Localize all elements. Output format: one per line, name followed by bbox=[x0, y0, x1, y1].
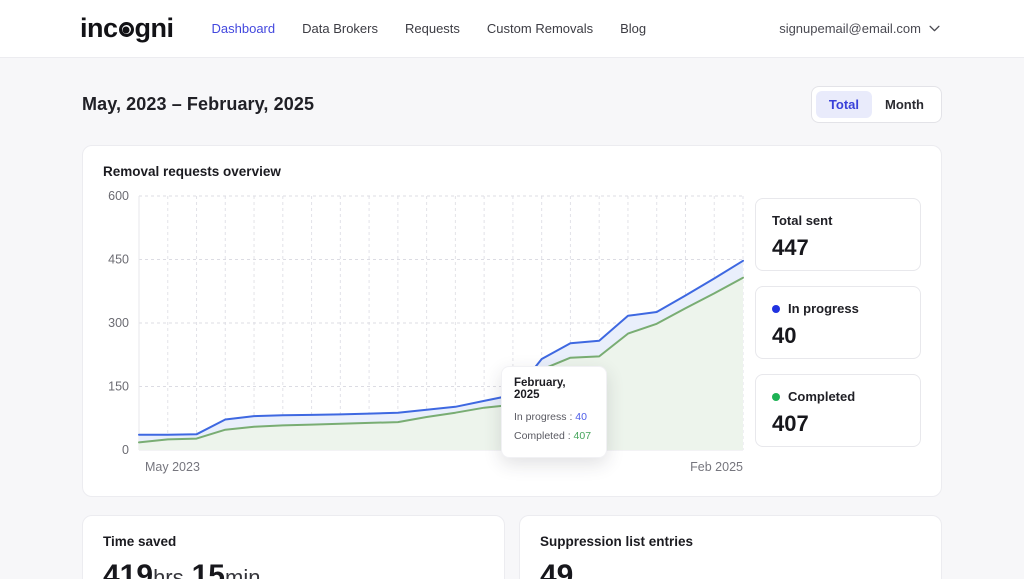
account-email: signupemail@email.com bbox=[779, 21, 921, 36]
svg-text:600: 600 bbox=[108, 190, 129, 203]
tooltip-completed-value: 407 bbox=[574, 430, 592, 442]
stat-card-completed: Completed 407 bbox=[755, 374, 921, 447]
logo-eye-icon bbox=[119, 22, 134, 37]
in-progress-value: 40 bbox=[772, 323, 904, 349]
chart-title: Removal requests overview bbox=[103, 164, 921, 179]
nav-item-dashboard[interactable]: Dashboard bbox=[212, 21, 276, 36]
svg-text:150: 150 bbox=[108, 380, 129, 394]
account-menu[interactable]: signupemail@email.com bbox=[779, 21, 940, 36]
toggle-total-button[interactable]: Total bbox=[816, 91, 872, 118]
stat-card-total-sent: Total sent 447 bbox=[755, 198, 921, 271]
chart-stats-column: Total sent 447 In progress 40 Completed … bbox=[755, 198, 921, 447]
toggle-month-button[interactable]: Month bbox=[872, 91, 937, 118]
incogni-logo[interactable]: incgni bbox=[80, 13, 174, 44]
svg-text:450: 450 bbox=[108, 253, 129, 267]
suppression-list-value: 49 bbox=[540, 559, 921, 579]
time-saved-value: 419hrs 15min bbox=[103, 559, 484, 579]
time-saved-hours: 419 bbox=[103, 559, 153, 579]
completed-dot-icon bbox=[772, 393, 780, 401]
tooltip-in-progress-value: 40 bbox=[575, 411, 587, 423]
tooltip-title: February, 2025 bbox=[514, 377, 594, 401]
nav-item-data-brokers[interactable]: Data Brokers bbox=[302, 21, 378, 36]
logo-text-left: inc bbox=[80, 13, 118, 44]
svg-text:Feb 2025: Feb 2025 bbox=[690, 460, 743, 474]
total-month-toggle: Total Month bbox=[811, 86, 942, 123]
suppression-list-card: Suppression list entries 49 bbox=[519, 515, 942, 579]
in-progress-dot-icon bbox=[772, 305, 780, 313]
total-sent-label: Total sent bbox=[772, 213, 832, 228]
stat-card-in-progress: In progress 40 bbox=[755, 286, 921, 359]
in-progress-label: In progress bbox=[788, 301, 859, 316]
removal-requests-chart[interactable]: 0 150 300 450 600 May 2023 Feb 2025 bbox=[103, 190, 751, 482]
completed-value: 407 bbox=[772, 411, 904, 437]
tooltip-row-completed: Completed : 407 bbox=[514, 427, 594, 446]
time-saved-title: Time saved bbox=[103, 534, 484, 549]
svg-text:300: 300 bbox=[108, 316, 129, 330]
main-nav: Dashboard Data Brokers Requests Custom R… bbox=[212, 21, 647, 36]
chevron-down-icon bbox=[929, 25, 940, 32]
time-saved-minutes: 15 bbox=[192, 559, 225, 579]
top-navigation-bar: incgni Dashboard Data Brokers Requests C… bbox=[0, 0, 1024, 58]
nav-item-requests[interactable]: Requests bbox=[405, 21, 460, 36]
svg-text:May 2023: May 2023 bbox=[145, 460, 200, 474]
svg-text:0: 0 bbox=[122, 443, 129, 457]
removal-requests-card: Removal requests overview 0 150 300 450 600 M… bbox=[82, 145, 942, 497]
chart-tooltip: February, 2025 In progress : 40 Complete… bbox=[501, 366, 607, 458]
time-saved-card: Time saved 419hrs 15min bbox=[82, 515, 505, 579]
chart-area: 0 150 300 450 600 May 2023 Feb 2025 February, … bbox=[103, 190, 751, 482]
date-range-title: May, 2023 – February, 2025 bbox=[82, 94, 314, 115]
total-sent-value: 447 bbox=[772, 235, 904, 261]
tooltip-row-in-progress: In progress : 40 bbox=[514, 408, 594, 427]
nav-item-custom-removals[interactable]: Custom Removals bbox=[487, 21, 593, 36]
logo-text-right: gni bbox=[135, 13, 174, 44]
completed-label: Completed bbox=[788, 389, 855, 404]
nav-item-blog[interactable]: Blog bbox=[620, 21, 646, 36]
suppression-list-title: Suppression list entries bbox=[540, 534, 921, 549]
time-saved-hours-unit: hrs bbox=[153, 565, 184, 579]
time-saved-minutes-unit: min bbox=[225, 565, 260, 579]
